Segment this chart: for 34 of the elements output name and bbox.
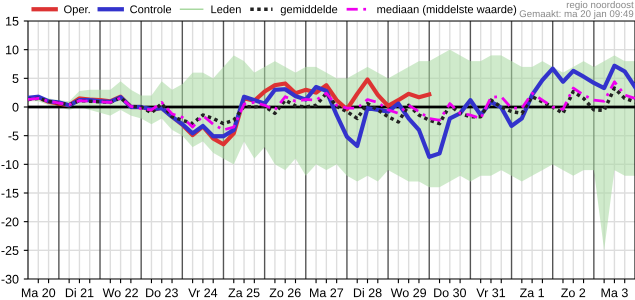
y-tick-label: 15 [6,16,18,26]
y-tick-label: 10 [6,45,18,54]
x-tick-label: Wo 22 [102,288,138,298]
y-tick-label: -15 [1,188,18,198]
x-tick-label: Za 1 [520,288,544,298]
x-tick-label: Ma 3 [602,288,628,298]
x-tick-label: Za 25 [228,288,260,298]
x-tick-label: Vr 24 [188,288,218,298]
line-series [28,86,635,126]
y-tick-label: -25 [1,246,18,255]
y-tick-label: 5 [12,74,18,83]
x-tick-label: Do 23 [146,288,178,298]
legend-label: gemiddelde [280,5,338,16]
x-tick-label: Wo 29 [390,288,426,298]
legend-label: Controle [130,5,172,14]
y-tick-label: -10 [1,160,18,169]
line-series [28,80,635,132]
x-tick-label: Di 28 [354,288,382,298]
y-tick-label: -20 [1,217,18,226]
legend-label: Leden [211,5,241,14]
x-tick-label: Di 21 [66,288,94,298]
legend-label: Oper. [64,5,90,16]
x-tick-label: Vr 31 [476,288,506,298]
y-tick-label: -5 [8,132,18,140]
legend-label: mediaan (middelste waarde) [377,5,516,16]
y-tick-label: -30 [1,274,18,284]
text: regio noordoost [566,1,634,10]
x-tick-label: Ma 20 [22,288,56,298]
x-tick-label: Zo 26 [270,288,301,298]
x-tick-label: Ma 27 [310,288,344,298]
text: Gemaakt: ma 20 jan 09:49 [520,10,634,20]
y-tick-label: 0 [12,102,18,112]
x-tick-label: Zo 2 [561,288,586,298]
x-tick-label: Do 30 [434,288,466,298]
